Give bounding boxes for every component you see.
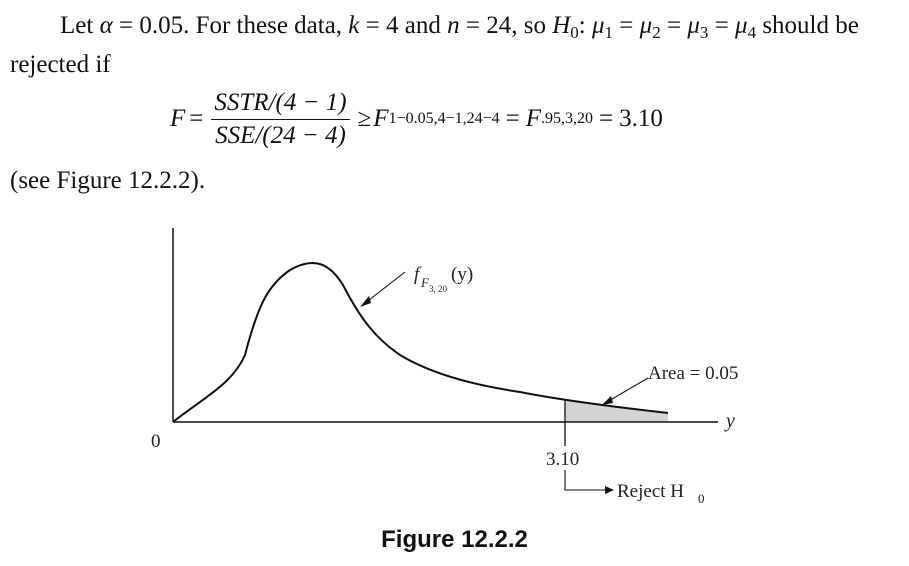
text-so: , so bbox=[511, 12, 546, 39]
f-density-curve bbox=[172, 262, 669, 423]
f-critical-symbol-2: F bbox=[525, 105, 542, 132]
mu-symbol: μ bbox=[735, 12, 748, 39]
fraction-denominator: SSE/(24 − 4) bbox=[215, 121, 346, 149]
rejection-region-shade bbox=[565, 400, 668, 422]
curve-arrowhead bbox=[360, 296, 371, 307]
curve-label-sub: F bbox=[420, 275, 430, 290]
alpha-symbol: α bbox=[99, 12, 113, 39]
h-subscript: 0 bbox=[570, 23, 579, 42]
reject-label: Reject H bbox=[617, 481, 684, 502]
equals-sign: = bbox=[599, 105, 614, 132]
geq-sign: ≥ bbox=[357, 105, 372, 132]
curve-label-arg: (y) bbox=[451, 264, 473, 285]
critical-value-label: 3.10 bbox=[546, 449, 579, 470]
area-label: Area = 0.05 bbox=[648, 363, 738, 384]
area-arrowhead bbox=[602, 396, 613, 405]
reject-bracket bbox=[564, 470, 607, 491]
k-value: 4 bbox=[386, 12, 399, 39]
x-axis-label: y bbox=[724, 410, 735, 432]
mu-sub-3: 3 bbox=[699, 23, 709, 42]
area-label-arrow bbox=[606, 377, 649, 403]
intro-paragraph: Let α = 0.05. For these data, k = 4 and … bbox=[10, 12, 859, 78]
text-for-these-data: . For these data, bbox=[183, 12, 343, 39]
n-symbol: n bbox=[447, 12, 460, 39]
reject-label-sub: 0 bbox=[698, 491, 705, 506]
f-critical-subscript-short: .95,3,20 bbox=[541, 110, 594, 127]
word-let: Let bbox=[60, 12, 94, 39]
text-should-be-rejected: should be rejected if bbox=[10, 12, 859, 78]
f-ratio-fraction: SSTR/(4 − 1) SSE/(24 − 4) bbox=[211, 89, 350, 150]
curve-label-f: f bbox=[414, 264, 422, 285]
f-distribution-figure: f F 3, 20 (y) Area = 0.05 y 0 3.10 Rejec… bbox=[151, 228, 738, 506]
alpha-value: 0.05 bbox=[139, 12, 184, 39]
h-symbol: H bbox=[552, 12, 571, 39]
equals-sign: = bbox=[189, 105, 204, 132]
curve-label-subsub: 3, 20 bbox=[429, 284, 448, 294]
n-value: 24 bbox=[486, 12, 512, 39]
curve-label-arrow bbox=[363, 271, 406, 305]
mu-sub-2: 2 bbox=[652, 23, 661, 42]
mu-symbol: μ bbox=[687, 12, 700, 39]
origin-label: 0 bbox=[151, 431, 161, 452]
fraction-numerator: SSTR/(4 − 1) bbox=[211, 89, 350, 120]
rejection-equation: F = SSTR/(4 − 1) SSE/(24 − 4) ≥ F 1−0.05,… bbox=[170, 86, 663, 152]
see-figure-text: (see Figure 12.2.2). bbox=[10, 167, 206, 194]
equals-sign: = bbox=[505, 105, 520, 132]
text-and: and bbox=[404, 12, 441, 39]
reject-arrowhead bbox=[605, 486, 614, 494]
mu-sub-1: 1 bbox=[604, 23, 614, 42]
figure-caption: Figure 12.2.2 bbox=[381, 526, 528, 553]
mu-sub-4: 4 bbox=[747, 23, 757, 42]
k-symbol: k bbox=[348, 12, 360, 39]
f-critical-subscript-long: 1−0.05,4−1,24−4 bbox=[388, 110, 500, 127]
f-critical-symbol: F bbox=[373, 105, 389, 132]
mu-symbol: μ bbox=[591, 12, 605, 39]
critical-value: 3.10 bbox=[619, 105, 663, 132]
equation-lhs: F bbox=[170, 105, 186, 132]
mu-symbol: μ bbox=[639, 12, 653, 39]
